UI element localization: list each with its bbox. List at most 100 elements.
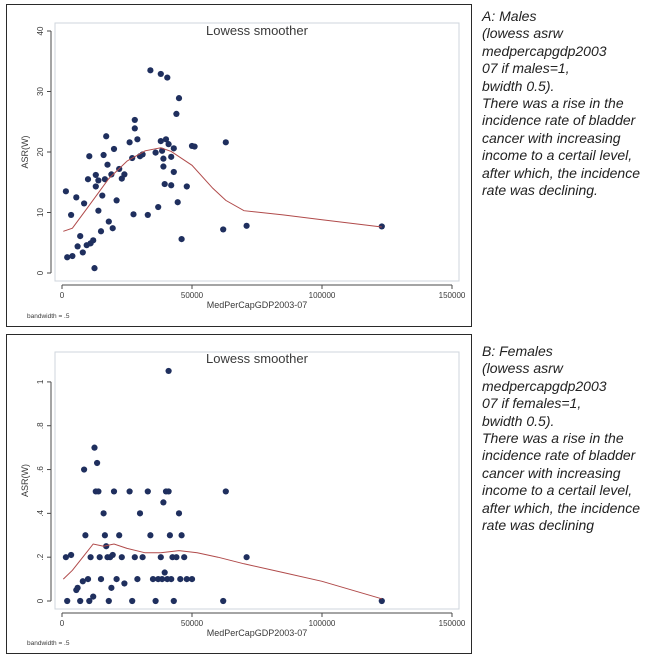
data-point — [91, 444, 98, 451]
data-point — [62, 188, 69, 195]
data-point — [104, 161, 111, 168]
data-point — [177, 575, 184, 583]
data-point — [68, 211, 75, 219]
data-point — [144, 488, 151, 495]
data-point — [144, 211, 151, 219]
data-point — [92, 171, 99, 179]
bandwidth-note: bandwidth = .5 — [27, 640, 70, 647]
data-point — [152, 149, 159, 156]
data-point — [222, 488, 229, 495]
x-axis-label: MedPerCapGDP2003-07 — [207, 628, 308, 638]
data-point — [131, 116, 138, 124]
data-point — [62, 554, 69, 561]
data-point — [165, 141, 172, 148]
data-point — [157, 70, 164, 78]
data-point — [95, 177, 102, 184]
y-axis-label: ASR(W) — [20, 464, 30, 497]
data-point — [94, 459, 101, 467]
lowess-smoother-line — [63, 147, 382, 232]
chart-panel-males: Lowess smoother 0 10 20 30 40 ASR(W) 0 50000 1000… — [6, 4, 472, 327]
chart-females: Lowess smoother 0 .2 .4 .6 .8 1 ASR(W) 0 50000 100… — [7, 335, 471, 653]
data-point — [118, 554, 125, 561]
data-point — [79, 249, 86, 256]
x-tick-label: 150000 — [439, 291, 466, 300]
data-point — [126, 139, 133, 146]
y-tick-label: 40 — [36, 26, 45, 35]
y-tick-label: 0 — [36, 270, 45, 275]
data-point — [87, 554, 94, 561]
x-axis-label: MedPerCapGDP2003-07 — [207, 300, 308, 310]
caption-label: A: Males (lowess asrw medpercapgdp2003 0… — [482, 8, 607, 94]
x-tick-label: 0 — [60, 619, 65, 628]
caption-text: There was a rise in the incidence rate o… — [482, 95, 640, 199]
y-tick-label: 30 — [36, 87, 45, 96]
data-point — [105, 597, 112, 605]
data-point — [84, 176, 92, 183]
data-point — [160, 163, 167, 170]
data-point — [173, 110, 180, 117]
data-point — [181, 554, 188, 561]
data-point — [170, 597, 177, 605]
chart-males: Lowess smoother 0 10 20 30 40 ASR(W) 0 50000 1000… — [7, 5, 471, 326]
data-point — [183, 183, 190, 190]
data-point — [134, 575, 141, 583]
data-point — [243, 554, 250, 561]
data-point — [109, 551, 116, 559]
data-point — [161, 569, 168, 576]
data-point — [86, 153, 93, 160]
data-point — [170, 145, 177, 152]
data-point — [166, 532, 173, 539]
data-point — [129, 597, 136, 605]
data-point — [77, 597, 84, 605]
data-point — [81, 200, 88, 207]
data-point — [165, 488, 172, 495]
data-point — [116, 532, 123, 539]
y-tick-label: 1 — [36, 379, 45, 384]
data-point — [378, 597, 385, 605]
data-point — [69, 252, 76, 260]
data-point — [113, 575, 120, 583]
data-point — [90, 237, 97, 244]
x-tick-label: 50000 — [181, 619, 204, 628]
data-point — [134, 136, 141, 143]
data-point — [74, 243, 81, 250]
data-point — [243, 222, 250, 229]
data-point — [103, 543, 110, 550]
data-point — [131, 125, 138, 132]
data-point — [110, 488, 118, 495]
data-point — [188, 575, 196, 583]
plot-region — [54, 351, 460, 610]
data-point — [109, 225, 116, 232]
data-point — [64, 597, 71, 605]
data-point — [178, 236, 185, 243]
data-point — [164, 74, 171, 81]
chart-panel-females: Lowess smoother 0 .2 .4 .6 .8 1 ASR(W) 0 50000 100… — [6, 334, 472, 654]
data-point — [149, 575, 157, 583]
data-point — [174, 199, 181, 206]
x-tick-label: 0 — [60, 291, 65, 300]
data-point — [121, 171, 128, 178]
y-tick-label: .8 — [36, 422, 45, 429]
data-point — [162, 136, 170, 143]
data-point — [97, 575, 105, 583]
data-point — [159, 575, 166, 583]
data-point — [99, 192, 106, 199]
data-point — [101, 532, 108, 539]
chart-title: Lowess smoother — [206, 351, 309, 366]
data-point — [139, 554, 146, 561]
data-point — [147, 532, 154, 539]
data-point — [113, 197, 120, 204]
data-point — [160, 155, 167, 162]
data-point — [170, 168, 177, 176]
y-tick-label: .4 — [36, 509, 45, 516]
data-point — [178, 532, 185, 539]
data-point — [81, 466, 88, 473]
data-point — [110, 145, 118, 153]
y-axis-label: ASR(W) — [20, 136, 30, 169]
data-point — [121, 580, 128, 587]
data-point — [86, 597, 93, 605]
data-point — [220, 226, 227, 233]
data-point — [100, 510, 107, 517]
data-point — [152, 597, 159, 605]
data-point — [74, 584, 81, 591]
